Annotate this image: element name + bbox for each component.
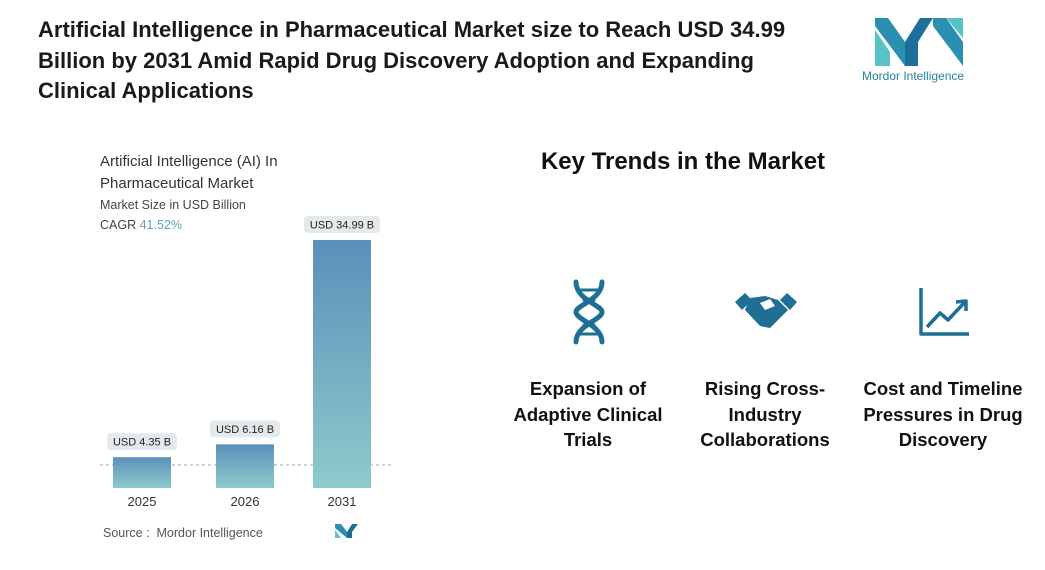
- handshake-icon: [735, 293, 797, 328]
- value-label: USD 4.35 B: [113, 437, 171, 449]
- bar: [216, 444, 274, 488]
- trend-item: Expansion of Adaptive Clinical Trials: [513, 378, 663, 450]
- chart-subtitle: Market Size in USD Billion: [100, 198, 246, 212]
- cagr: CAGR 41.52%: [100, 218, 182, 232]
- bar: [313, 240, 371, 488]
- value-label-box: [303, 216, 381, 233]
- value-label-box: [209, 420, 281, 438]
- value-label-box: [106, 433, 178, 451]
- source-label: Source :: [103, 526, 150, 540]
- dna-icon: [573, 279, 605, 345]
- source: Source : Mordor Intelligence: [103, 526, 263, 540]
- page-title: Artificial Intelligence in Pharmaceutica…: [38, 17, 786, 103]
- cagr-label: CAGR: [100, 218, 137, 232]
- growth-icon: [919, 288, 969, 336]
- footer-logo: [335, 524, 358, 538]
- trends-title: Key Trends in the Market: [540, 148, 826, 175]
- chart-title: Artificial Intelligence (AI) In Pharmace…: [100, 153, 278, 192]
- x-tick-label: 2025: [128, 494, 157, 509]
- source-text: Mordor Intelligence: [156, 526, 263, 540]
- logo-text: Mordor Intelligence: [862, 69, 965, 83]
- value-label: USD 34.99 B: [310, 220, 374, 232]
- trend-item: Rising Cross-Industry Collaborations: [700, 378, 830, 450]
- trend-item: Cost and Timeline Pressures in Drug Disc…: [863, 378, 1023, 450]
- x-tick-label: 2026: [231, 494, 260, 509]
- x-tick-label: 2031: [328, 494, 357, 509]
- value-label: USD 6.16 B: [216, 424, 274, 436]
- logo-mark: [875, 18, 963, 66]
- bar: [113, 457, 171, 488]
- cagr-value: 41.52%: [139, 218, 183, 232]
